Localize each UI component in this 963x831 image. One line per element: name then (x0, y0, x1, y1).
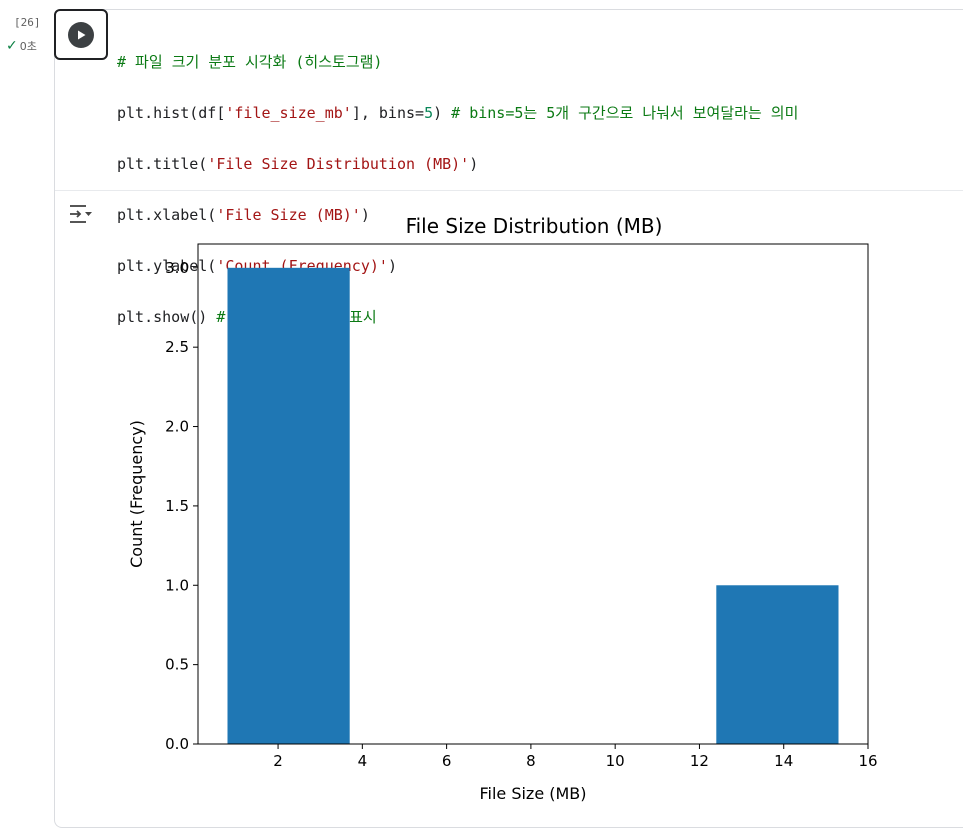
execution-count: [26] (14, 16, 41, 29)
check-icon: ✓ (6, 38, 18, 54)
histogram-bar (227, 267, 350, 744)
x-tick-label: 4 (358, 752, 368, 770)
x-tick-label: 6 (442, 752, 452, 770)
x-tick-label: 8 (526, 752, 536, 770)
histogram-bar (716, 585, 839, 744)
output-separator (55, 190, 963, 191)
plot-frame (197, 243, 869, 745)
code-line: # 파일 크기 분포 시각화 (히스토그램) (117, 52, 383, 71)
code-line: plt.hist(df['file_size_mb'], bins=5) # b… (117, 103, 799, 122)
code-editor[interactable]: # 파일 크기 분포 시각화 (히스토그램) plt.hist(df['file… (117, 24, 798, 356)
y-tick-label: 0.0 (165, 735, 189, 753)
x-tick-label: 2 (273, 752, 283, 770)
run-cell-button[interactable] (54, 9, 108, 60)
execution-status: ✓ 0초 (6, 38, 37, 54)
x-tick-label: 14 (774, 752, 793, 770)
code-cell[interactable] (54, 9, 963, 828)
y-tick-label: 1.5 (165, 497, 189, 515)
code-line: plt.xlabel('File Size (MB)') (117, 205, 370, 224)
y-axis-label: Count (Frequency) (127, 420, 146, 568)
x-tick-label: 16 (858, 752, 877, 770)
y-tick-label: 1.0 (165, 576, 189, 594)
play-icon (68, 21, 94, 48)
output-toggle-icon[interactable] (68, 202, 96, 226)
x-tick-label: 12 (690, 752, 709, 770)
x-tick-label: 10 (606, 752, 625, 770)
y-tick-label: 2.5 (165, 338, 189, 356)
chart-title: File Size Distribution (MB) (406, 214, 663, 238)
execution-time: 0초 (19, 40, 37, 53)
cell-gutter: [26] ✓ 0초 (0, 0, 52, 831)
histogram-chart: File Size Distribution (MB) 2 4 6 8 10 12 14 16… (127, 214, 878, 803)
x-axis-label: File Size (MB) (479, 784, 586, 803)
y-tick-label: 2.0 (165, 418, 189, 436)
y-tick-label: 3.0 (165, 259, 189, 277)
y-tick-label: 0.5 (165, 656, 189, 674)
code-line: plt.title('File Size Distribution (MB)') (117, 154, 479, 173)
